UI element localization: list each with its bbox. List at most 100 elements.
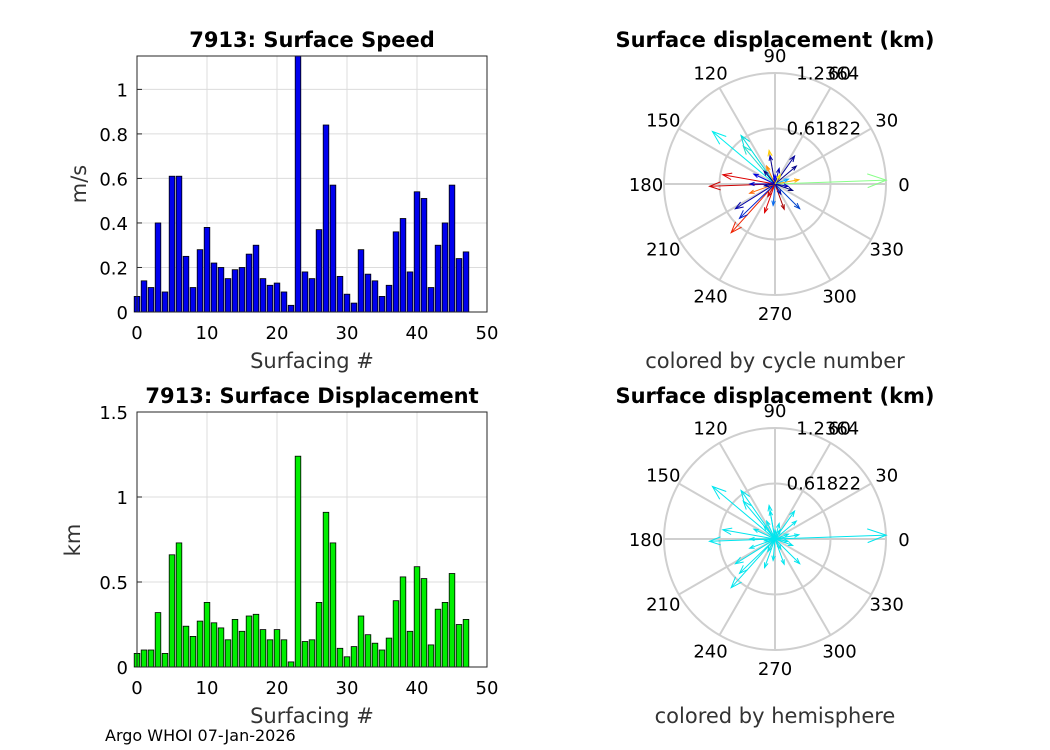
- speed-bar: [273, 282, 281, 313]
- polar1-vector-shaft: [740, 135, 776, 185]
- speed-ytick-label: 1: [117, 80, 128, 101]
- displacement-bar: [322, 511, 330, 668]
- polar1-vector-shaft: [763, 170, 776, 185]
- displacement-bar: [301, 641, 309, 668]
- polar2-vector-shaft: [774, 529, 781, 540]
- polar2-vector-shaft: [774, 520, 797, 540]
- polar1-vector-shaft: [774, 183, 801, 210]
- polar2-vector-shaft: [763, 525, 776, 540]
- polar2-angle-label: 240: [693, 642, 727, 663]
- displacement-bar: [420, 578, 428, 668]
- polar1-subtitle: colored by cycle number: [645, 349, 905, 373]
- polar1-vector: [738, 183, 776, 220]
- polar1-angle-label: 30: [875, 111, 898, 132]
- displacement-bar: [154, 612, 162, 668]
- polar1-vector-head: [708, 181, 721, 191]
- displacement-bar: [182, 625, 190, 668]
- polar1-vector-head: [783, 178, 790, 183]
- polar2-vector-head: [783, 533, 790, 538]
- polar1-angle-label: 330: [870, 240, 904, 261]
- polar2-vector-head: [776, 544, 782, 551]
- polar2-vector-shaft: [730, 538, 776, 589]
- polar1-vector-head: [766, 164, 771, 172]
- displacement-bar: [441, 602, 449, 668]
- speed-bar: [301, 271, 309, 313]
- polar1-radius-label: 1.2364: [796, 64, 859, 85]
- speed-bar: [420, 198, 428, 313]
- speed-bar: [406, 271, 414, 313]
- speed-xtick-label: 10: [196, 323, 219, 344]
- speed-chart-title: 7913: Surface Speed: [189, 28, 435, 52]
- polar1-vector-head: [740, 134, 751, 146]
- polar2-vector-shaft: [774, 538, 785, 565]
- polar1-vector-shaft: [730, 183, 776, 234]
- polar2-vector: [763, 524, 776, 540]
- displacement-ytick-label: 1: [117, 488, 128, 509]
- polar1-vector: [772, 173, 778, 184]
- speed-bar: [357, 249, 365, 313]
- speed-bar: [315, 229, 323, 313]
- polar1-vector-head: [763, 169, 769, 176]
- displacement-ytick-label: 0.5: [99, 573, 128, 594]
- polar1-vector-shaft: [712, 131, 776, 185]
- polar2-vector-head: [767, 503, 773, 512]
- polar1-vector: [740, 134, 776, 185]
- polar2-vector: [762, 537, 776, 543]
- polar2-vector-shaft: [767, 538, 776, 552]
- displacement-bar: [308, 639, 316, 668]
- polar-displacement-cycle: 0 30 60 90 120 150 180 210 240 270 300 330 0.61822 1.…: [629, 46, 910, 325]
- speed-bar: [336, 275, 344, 313]
- speed-bar: [245, 253, 253, 313]
- polar2-vector-shaft: [764, 538, 776, 542]
- polar2-vector-head: [771, 555, 776, 562]
- displacement-bar: [259, 629, 267, 668]
- polar1-vector-shaft: [772, 183, 776, 206]
- polar2-vector: [721, 527, 776, 540]
- displacement-bar: [434, 608, 442, 668]
- displacement-xtick-label: 0: [131, 678, 142, 699]
- polar2-radius-label: 0.61822: [787, 473, 861, 494]
- polar1-angle-label: 60: [828, 63, 851, 84]
- displacement-bar: [364, 634, 372, 668]
- polar2-vector-head: [764, 562, 769, 570]
- polar2-vector-shaft: [740, 490, 776, 540]
- speed-bar: [140, 280, 148, 313]
- displacement-chart-title: 7913: Surface Displacement: [145, 384, 478, 408]
- displacement-xtick-label: 20: [266, 678, 289, 699]
- polar1-angle-label: 0: [898, 175, 909, 196]
- speed-axes-frame: [136, 55, 488, 313]
- polar2-vector-shaft: [774, 538, 801, 565]
- polar1-vector-head: [767, 148, 773, 157]
- speed-bar: [413, 191, 421, 313]
- polar2-vector-head: [708, 536, 721, 546]
- speed-bar: [287, 304, 295, 313]
- polar2-vector: [748, 538, 776, 549]
- polar1-vector: [711, 130, 776, 185]
- polar1-vector-head: [789, 154, 796, 163]
- polar2-vector: [774, 538, 782, 551]
- displacement-x-label: Surfacing #: [250, 704, 374, 728]
- polar2-vector: [774, 528, 782, 540]
- speed-xtick-label: 40: [406, 323, 429, 344]
- polar2-vector-head: [789, 509, 796, 518]
- speed-bar: [322, 124, 330, 313]
- polar1-vector: [721, 172, 776, 185]
- polar2-vector-shaft: [749, 538, 776, 549]
- polar2-vector: [768, 509, 776, 540]
- polar2-angle-label: 60: [828, 418, 851, 439]
- speed-bar: [147, 287, 155, 313]
- polar1-vector-head: [762, 182, 770, 188]
- polar2-vector: [774, 528, 888, 544]
- polar1-vector: [774, 173, 782, 185]
- displacement-bar: [280, 639, 288, 668]
- polar1-vector-shaft: [764, 183, 776, 213]
- polar2-vector-head: [763, 524, 769, 531]
- polar1-vector: [748, 183, 776, 194]
- displacement-bar: [315, 602, 323, 668]
- displacement-bar: [371, 642, 379, 668]
- polar2-angle-label: 180: [629, 530, 663, 551]
- polar2-vector-shaft: [712, 486, 776, 540]
- speed-bar: [329, 184, 337, 313]
- displacement-bar: [273, 629, 281, 668]
